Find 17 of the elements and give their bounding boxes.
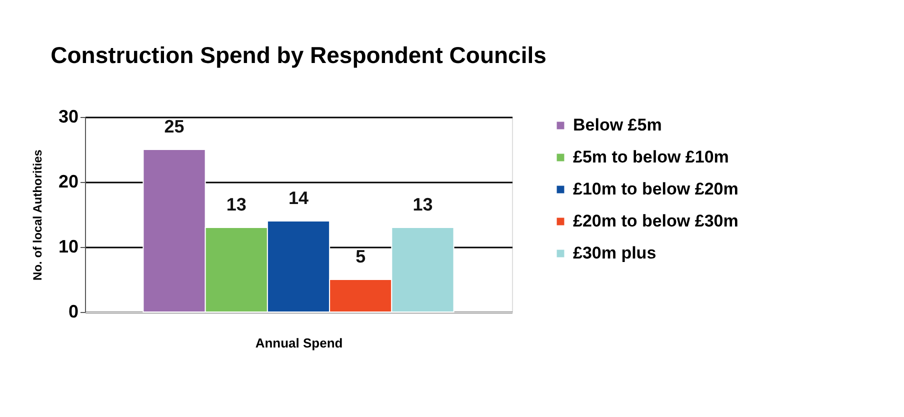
legend-label: £30m plus xyxy=(573,244,656,262)
legend-label: £10m to below £20m xyxy=(573,180,738,198)
x-axis-title: Annual Spend xyxy=(255,336,343,350)
y-tick-label: 0 xyxy=(68,302,78,322)
legend-label: £5m to below £10m xyxy=(573,148,729,166)
y-tick-label: 20 xyxy=(58,172,78,192)
data-label: 13 xyxy=(226,194,246,214)
data-label: 14 xyxy=(288,188,309,208)
legend-label: £20m to below £30m xyxy=(573,212,738,230)
data-label: 5 xyxy=(356,246,366,266)
data-label: 13 xyxy=(412,194,433,214)
y-axis-title: No. of local Authorities xyxy=(30,149,44,280)
y-tick-label: 30 xyxy=(58,106,78,126)
chart-title: Construction Spend by Respondent Councils xyxy=(50,42,546,68)
data-label: 25 xyxy=(164,116,184,136)
y-tick-label: 10 xyxy=(58,236,78,256)
legend-label: Below £5m xyxy=(573,116,662,134)
